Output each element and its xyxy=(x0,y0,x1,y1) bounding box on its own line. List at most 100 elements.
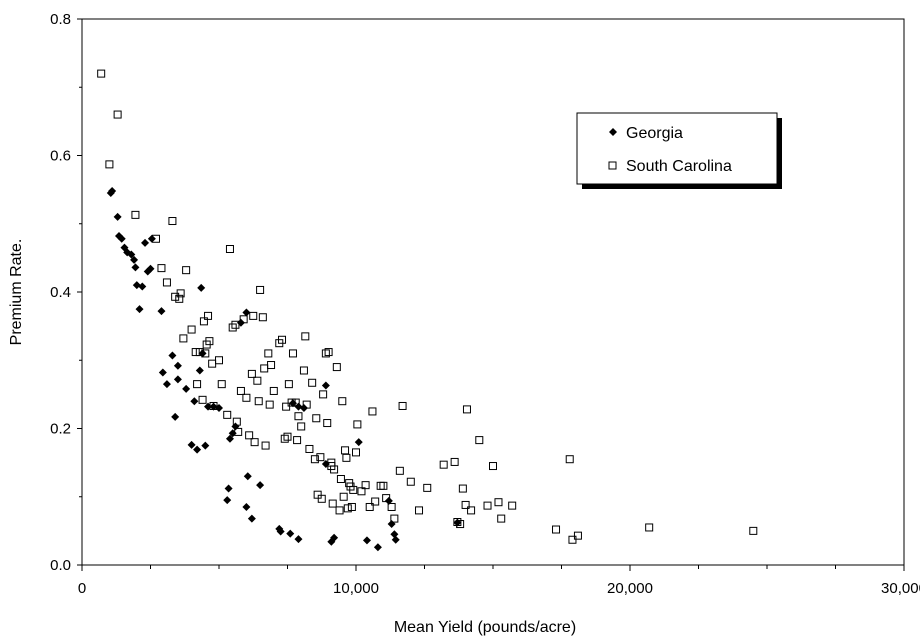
south-carolina-point xyxy=(157,264,166,273)
georgia-point xyxy=(157,307,166,316)
south-carolina-point xyxy=(239,315,248,324)
georgia-point xyxy=(224,484,233,493)
south-carolina-point xyxy=(253,376,262,385)
georgia-point xyxy=(162,380,171,389)
south-carolina-point xyxy=(313,490,322,499)
south-carolina-point xyxy=(573,531,582,540)
south-carolina-point xyxy=(461,500,470,509)
south-carolina-point xyxy=(215,356,223,365)
south-carolina-point xyxy=(352,448,360,457)
south-carolina-point xyxy=(201,349,210,358)
south-carolina-point xyxy=(195,348,204,357)
south-carolina-point xyxy=(267,361,276,370)
x-axis: 0 10,000 20,000 30,000 xyxy=(78,565,920,597)
south-carolina-point xyxy=(483,501,492,510)
georgia-point xyxy=(391,535,400,544)
south-carolina-point xyxy=(453,518,462,527)
south-carolina-point xyxy=(489,462,497,471)
georgia-point xyxy=(171,412,180,421)
south-carolina-point xyxy=(450,457,459,466)
south-carolina-point xyxy=(368,407,377,416)
georgia-point xyxy=(354,438,363,447)
south-carolina-point xyxy=(342,453,351,462)
south-carolina-point xyxy=(113,110,122,119)
south-carolina-point xyxy=(301,332,310,341)
south-carolina-point xyxy=(308,378,317,387)
south-carolina-point xyxy=(168,217,177,226)
georgia-point xyxy=(373,543,382,552)
georgia-point xyxy=(321,459,330,468)
south-carolina-point xyxy=(231,320,240,329)
plot-border xyxy=(81,18,905,566)
georgia-point xyxy=(135,305,144,314)
georgia-point xyxy=(387,520,396,529)
legend-label-georgia: Georgia xyxy=(626,125,683,142)
south-carolina-point xyxy=(328,499,337,508)
south-carolina-point xyxy=(361,481,370,490)
georgia-point xyxy=(193,445,202,454)
south-carolina-point xyxy=(261,441,270,450)
georgia-point xyxy=(108,186,117,195)
south-carolina-point xyxy=(497,514,506,523)
georgia-point xyxy=(294,402,303,411)
south-carolina-point xyxy=(205,337,214,346)
south-carolina-point xyxy=(162,278,171,287)
legend-label-south-carolina: South Carolina xyxy=(626,158,732,175)
south-carolina-point xyxy=(645,523,654,532)
south-carolina-point xyxy=(343,504,352,513)
georgia-point xyxy=(225,434,234,443)
south-carolina-point xyxy=(151,234,160,243)
georgia-point xyxy=(173,361,182,370)
south-carolina-point xyxy=(264,349,273,358)
georgia-point xyxy=(113,212,122,221)
south-carolina-point xyxy=(458,484,467,493)
georgia-point xyxy=(223,496,232,505)
south-carolina-point xyxy=(406,477,415,486)
south-carolina-point xyxy=(97,69,106,78)
south-carolina-point xyxy=(234,427,243,436)
georgia-point xyxy=(132,281,141,290)
south-carolina-point xyxy=(323,419,332,428)
south-carolina-point xyxy=(319,390,328,399)
south-carolina-point xyxy=(349,485,358,494)
south-carolina-point xyxy=(217,380,226,389)
south-carolina-point xyxy=(316,453,325,462)
georgia-point xyxy=(190,397,199,406)
south-carolina-point xyxy=(310,455,319,464)
south-carolina-point xyxy=(299,366,308,375)
south-carolina-point xyxy=(568,535,577,544)
south-carolina-point xyxy=(347,502,356,511)
south-carolina-point xyxy=(338,397,347,406)
georgia-point xyxy=(362,536,371,545)
south-carolina-point xyxy=(294,412,303,421)
georgia-point xyxy=(231,422,240,431)
south-carolina-point xyxy=(258,313,267,322)
georgia-point xyxy=(384,496,393,505)
south-carolina-point xyxy=(256,285,265,294)
legend-box xyxy=(576,112,778,185)
south-carolina-point xyxy=(305,444,314,453)
south-carolina-point xyxy=(317,494,326,503)
georgia-point xyxy=(130,255,139,264)
south-carolina-point xyxy=(467,506,476,515)
georgia-point xyxy=(187,440,196,449)
legend: Georgia South Carolina xyxy=(576,112,782,189)
south-carolina-point xyxy=(250,438,259,447)
georgia-point xyxy=(182,384,191,393)
south-carolina-point xyxy=(415,506,424,515)
south-carolina-point xyxy=(182,266,191,275)
south-carolina-point xyxy=(291,398,300,407)
georgia-point xyxy=(138,282,147,291)
south-carolina-point xyxy=(749,526,758,535)
georgia-point xyxy=(123,248,132,257)
georgia-point xyxy=(173,375,182,384)
georgia-point xyxy=(197,283,206,292)
south-carolina-point xyxy=(332,363,341,372)
legend-south-carolina-square-icon xyxy=(608,161,617,170)
georgia-point xyxy=(242,308,251,317)
south-carolina-point xyxy=(324,348,333,357)
south-carolina-point xyxy=(199,317,208,326)
south-carolina-point xyxy=(288,349,297,358)
south-carolina-point xyxy=(209,401,218,410)
